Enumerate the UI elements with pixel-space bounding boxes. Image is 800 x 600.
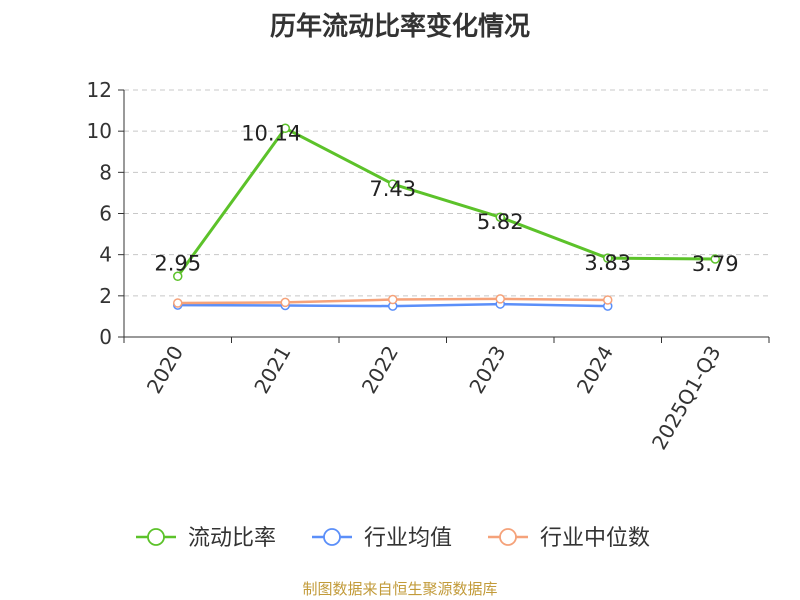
series-line xyxy=(176,126,716,278)
legend-marker xyxy=(499,528,517,546)
legend-marker xyxy=(147,528,165,546)
y-tick-label: 8 xyxy=(99,160,112,184)
data-label: 3.83 xyxy=(584,251,631,275)
data-point xyxy=(388,294,398,305)
legend-item[interactable]: 流动比率 xyxy=(136,526,276,551)
x-tick-label: 2022 xyxy=(357,342,403,398)
data-label: 10.14 xyxy=(241,121,301,145)
data-point xyxy=(280,123,290,134)
x-tick-label: 2021 xyxy=(249,342,295,398)
legend-item[interactable]: 行业均值 xyxy=(312,526,452,551)
legend-label: 行业中位数 xyxy=(540,526,650,551)
legend-label: 流动比率 xyxy=(188,526,276,551)
x-tick-label: 2024 xyxy=(572,342,618,398)
data-point xyxy=(710,254,720,264)
y-tick-label: 4 xyxy=(99,243,112,267)
x-tick-label: 2023 xyxy=(464,342,510,398)
x-tick-label: 2020 xyxy=(142,342,188,398)
data-point xyxy=(495,294,505,304)
legend-marker xyxy=(323,528,341,546)
y-tick-label: 12 xyxy=(87,78,112,102)
series-lines xyxy=(173,123,720,311)
data-point xyxy=(603,253,613,263)
data-labels: 2.95 10.14 7.43 5.82 3.83 3.79 xyxy=(154,121,738,276)
y-tick-label: 2 xyxy=(99,284,112,308)
legend: 流动比率 行业均值 行业中位数 xyxy=(136,526,650,551)
legend-item[interactable]: 行业中位数 xyxy=(488,526,650,551)
y-tick-label: 0 xyxy=(99,325,112,349)
y-tick-label: 10 xyxy=(87,119,112,143)
data-point xyxy=(173,271,183,282)
data-point xyxy=(173,298,183,308)
data-point xyxy=(603,295,613,305)
data-point xyxy=(280,297,290,308)
data-label: 7.43 xyxy=(369,177,416,201)
x-tick-label: 2025Q1-Q3 xyxy=(647,342,726,454)
chart-title: 历年流动比率变化情况 xyxy=(269,12,530,42)
grid-lines xyxy=(124,89,769,297)
data-label: 3.79 xyxy=(692,252,739,276)
source-note: 制图数据来自恒生聚源数据库 xyxy=(302,580,498,598)
data-label: 5.82 xyxy=(477,210,524,234)
data-point xyxy=(388,179,398,189)
data-point xyxy=(495,212,505,222)
data-label: 2.95 xyxy=(154,251,201,275)
y-tick-label: 6 xyxy=(99,202,112,226)
legend-label: 行业均值 xyxy=(364,526,452,551)
